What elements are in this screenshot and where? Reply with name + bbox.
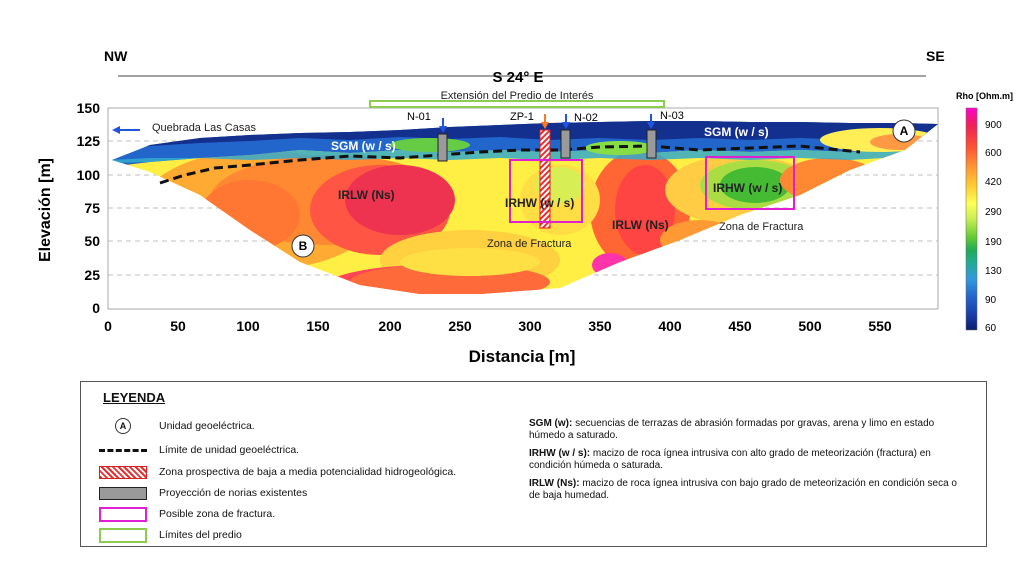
x-tick: 0 xyxy=(104,318,112,334)
legend-label: Límites del predio xyxy=(159,529,242,541)
unit-circle-icon: A xyxy=(115,418,131,434)
legend-item-fracture: Posible zona de fractura. xyxy=(99,506,275,522)
quebrada-arrow-icon xyxy=(112,126,140,134)
y-tick: 0 xyxy=(92,300,100,316)
green-box-icon xyxy=(99,527,147,543)
description-code: IRHW (w / s): xyxy=(529,448,591,459)
prospective-zone-zp1 xyxy=(539,129,551,229)
x-tick: 100 xyxy=(236,318,260,334)
legend-title: LEYENDA xyxy=(103,390,166,405)
fracture-zone-label: Zona de Fractura xyxy=(719,221,804,233)
y-tick: 150 xyxy=(77,100,101,116)
x-tick-labels: 0 50 100 150 200 250 300 350 400 450 500… xyxy=(104,318,892,334)
y-tick-labels: 0 25 50 75 100 125 150 xyxy=(77,100,101,316)
hatch-swatch-icon xyxy=(99,465,147,479)
legend-item-wells: Proyección de norias existentes xyxy=(99,485,307,501)
x-tick: 500 xyxy=(798,318,822,334)
x-tick: 200 xyxy=(378,318,402,334)
well-label: N-03 xyxy=(660,110,684,122)
well-n01 xyxy=(437,133,448,162)
colorbar-title: Rho [Ohm.m] xyxy=(956,91,1013,101)
y-tick: 25 xyxy=(84,267,100,283)
dashed-line-icon xyxy=(99,448,147,452)
quebrada-label: Quebrada Las Casas xyxy=(152,122,256,134)
description-text: secuencias de terrazas de abrasión forma… xyxy=(529,418,935,441)
x-tick: 250 xyxy=(448,318,472,334)
legend-item-unit: A Unidad geoeléctrica. xyxy=(99,418,255,434)
colorbar-tick: 900 xyxy=(985,120,1002,131)
legend-item-property: Límites del predio xyxy=(99,527,242,543)
colorbar-tick: 600 xyxy=(985,148,1002,159)
grey-swatch-icon xyxy=(99,486,147,500)
legend-label: Límite de unidad geoeléctrica. xyxy=(159,444,300,456)
svg-text:A: A xyxy=(900,124,909,138)
x-tick: 550 xyxy=(868,318,892,334)
x-tick: 450 xyxy=(728,318,752,334)
unit-label-irlw: IRLW (Ns) xyxy=(612,218,669,232)
description-irlw: IRLW (Ns): macizo de roca ígnea intrusiv… xyxy=(529,478,969,502)
well-n02 xyxy=(560,129,571,159)
fracture-zone-label: Zona de Fractura xyxy=(487,238,572,250)
x-tick: 50 xyxy=(170,318,186,334)
unit-label-irhw: IRHW (w / s) xyxy=(505,196,574,210)
description-code: IRLW (Ns): xyxy=(529,478,580,489)
y-axis-label: Elevación [m] xyxy=(37,158,54,262)
x-tick: 150 xyxy=(306,318,330,334)
x-axis-label: Distancia [m] xyxy=(469,347,576,366)
well-arrow-icon xyxy=(439,114,655,133)
y-tick: 50 xyxy=(84,233,100,249)
colorbar-ticks: 900 600 420 290 190 130 90 60 xyxy=(985,120,1002,334)
y-tick: 125 xyxy=(77,133,101,149)
property-extent-box xyxy=(369,100,665,108)
geoelectric-section: Extensión del Predio de Interés NW SE S … xyxy=(37,48,1013,366)
unit-label-sgm: SGM (w / s) xyxy=(331,139,396,153)
fracture-box-right xyxy=(705,156,795,210)
well-label: N-02 xyxy=(574,112,598,124)
y-tick: 75 xyxy=(84,200,100,216)
direction-label: S 24° E xyxy=(492,69,543,86)
colorbar-tick: 130 xyxy=(985,266,1002,277)
description-text: macizo de roca ígnea intrusiva con bajo … xyxy=(529,478,957,501)
description-irhw: IRHW (w / s): macizo de roca ígnea intru… xyxy=(529,448,969,472)
y-tick: 100 xyxy=(77,167,101,183)
unit-label-irlw: IRLW (Ns) xyxy=(338,188,395,202)
property-extent-label: Extensión del Predio de Interés xyxy=(441,90,594,102)
x-tick: 350 xyxy=(588,318,612,334)
legend-label: Proyección de norias existentes xyxy=(159,487,308,499)
colorbar xyxy=(965,107,978,331)
colorbar-tick: 190 xyxy=(985,237,1002,248)
nw-label: NW xyxy=(104,48,128,64)
well-n03 xyxy=(646,129,657,159)
unit-label-sgm: SGM (w / s) xyxy=(704,125,769,139)
legend-label: Zona prospectiva de baja a media potenci… xyxy=(159,466,457,478)
colorbar-tick: 290 xyxy=(985,207,1002,218)
x-tick: 300 xyxy=(518,318,542,334)
legend-item-prospective: Zona prospectiva de baja a media potenci… xyxy=(99,464,456,480)
description-text: macizo de roca ígnea intrusiva con alto … xyxy=(529,448,931,471)
description-code: SGM (w): xyxy=(529,418,573,429)
unit-marker-a: A xyxy=(892,119,916,143)
svg-text:B: B xyxy=(299,239,308,253)
colorbar-tick: 90 xyxy=(985,295,997,306)
legend-label: Posible zona de fractura. xyxy=(159,508,276,520)
unit-label-irhw: IRHW (w / s) xyxy=(713,181,782,195)
magenta-box-icon xyxy=(99,506,147,522)
legend-label: Unidad geoeléctrica. xyxy=(159,420,255,432)
x-tick: 400 xyxy=(658,318,682,334)
legend-item-boundary: Límite de unidad geoeléctrica. xyxy=(99,442,299,458)
colorbar-tick: 420 xyxy=(985,177,1002,188)
colorbar-tick: 60 xyxy=(985,323,997,334)
well-label: ZP-1 xyxy=(510,111,534,123)
fracture-box-mid xyxy=(509,159,583,223)
well-label: N-01 xyxy=(407,111,431,123)
unit-marker-b: B xyxy=(291,234,315,258)
description-sgm: SGM (w): secuencias de terrazas de abras… xyxy=(529,418,969,442)
legend: LEYENDA A Unidad geoeléctrica. Límite de… xyxy=(80,381,987,547)
unit-boundary-line xyxy=(159,144,861,185)
se-label: SE xyxy=(926,48,945,64)
